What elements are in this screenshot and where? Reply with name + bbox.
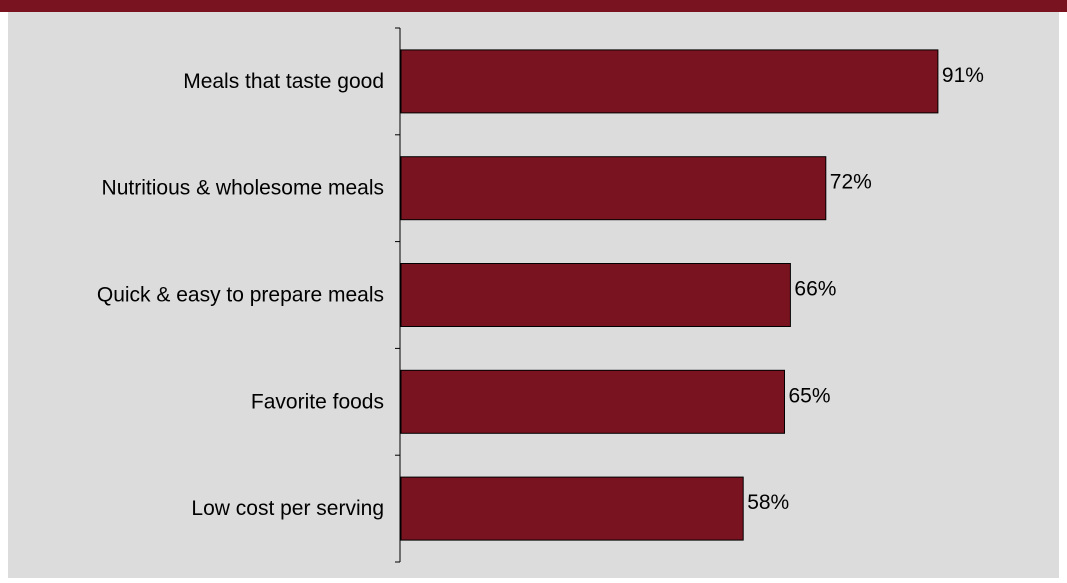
category-label: Quick & easy to prepare meals [97,284,384,307]
value-label: 91% [942,64,984,87]
category-axis [395,27,401,563]
value-label: 66% [794,278,836,301]
bars [400,49,939,541]
bar-3 [400,263,791,327]
category-label: Meals that taste good [183,70,384,93]
labels: Meals that taste good 91% Nutritious & who… [97,64,984,520]
category-label: Favorite foods [251,390,384,413]
category-label: Low cost per serving [191,497,384,520]
bar-2 [400,156,827,221]
value-label: 65% [789,384,831,407]
value-label: 58% [747,491,789,514]
bar-4 [400,369,785,434]
value-label: 72% [830,171,872,194]
category-label: Nutritious & wholesome meals [102,177,384,200]
bar-5 [400,476,744,541]
header-band [0,0,1067,12]
bar-1 [400,49,939,114]
